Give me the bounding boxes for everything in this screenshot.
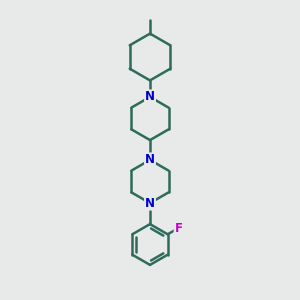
Text: N: N bbox=[145, 196, 155, 210]
Text: N: N bbox=[145, 90, 155, 104]
Text: N: N bbox=[145, 153, 155, 167]
Text: F: F bbox=[175, 221, 183, 235]
